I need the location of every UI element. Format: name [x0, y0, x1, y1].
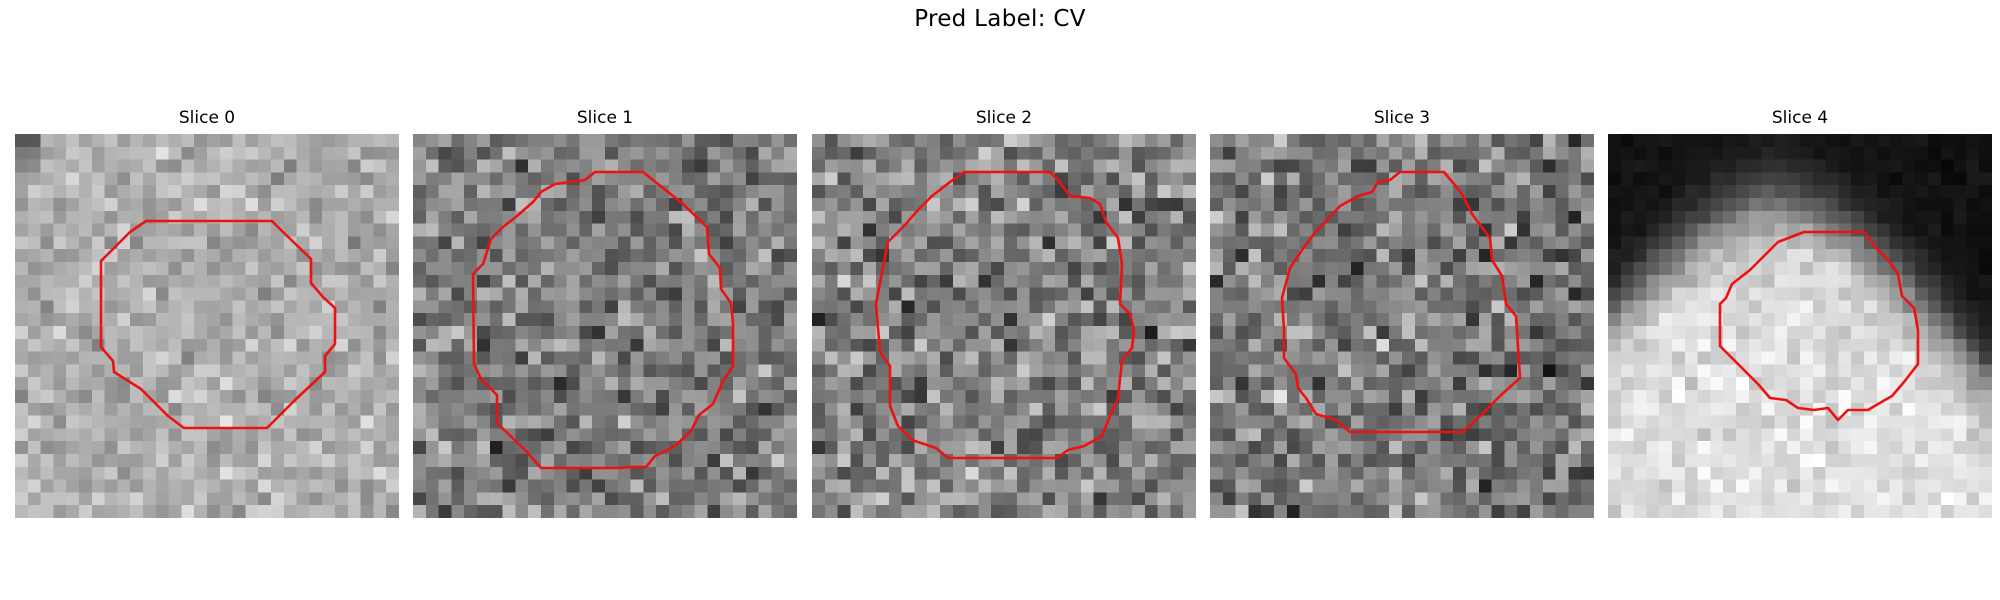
slice-3-title: Slice 3: [1373, 108, 1431, 128]
slice-4-panel: [1608, 134, 1992, 518]
slice-1-panel: [413, 134, 797, 518]
slice-1-contour: [471, 170, 735, 470]
slice-2-contour: [874, 170, 1136, 460]
slice-0-panel: [15, 134, 399, 518]
slice-4-image: [1608, 134, 1992, 518]
slice-3-panel: [1210, 134, 1594, 518]
slice-2-panel: [812, 134, 1196, 518]
slice-0-contour: [99, 219, 337, 430]
slice-0-title: Slice 0: [178, 108, 236, 128]
figure-title: Pred Label: CV: [914, 6, 1086, 32]
slice-4-title: Slice 4: [1771, 108, 1829, 128]
slice-1-title: Slice 1: [576, 108, 634, 128]
slice-4-contour: [1718, 230, 1920, 422]
slice-2-title: Slice 2: [975, 108, 1033, 128]
slice-3-contour: [1280, 170, 1522, 434]
slice-3-image: [1210, 134, 1594, 518]
